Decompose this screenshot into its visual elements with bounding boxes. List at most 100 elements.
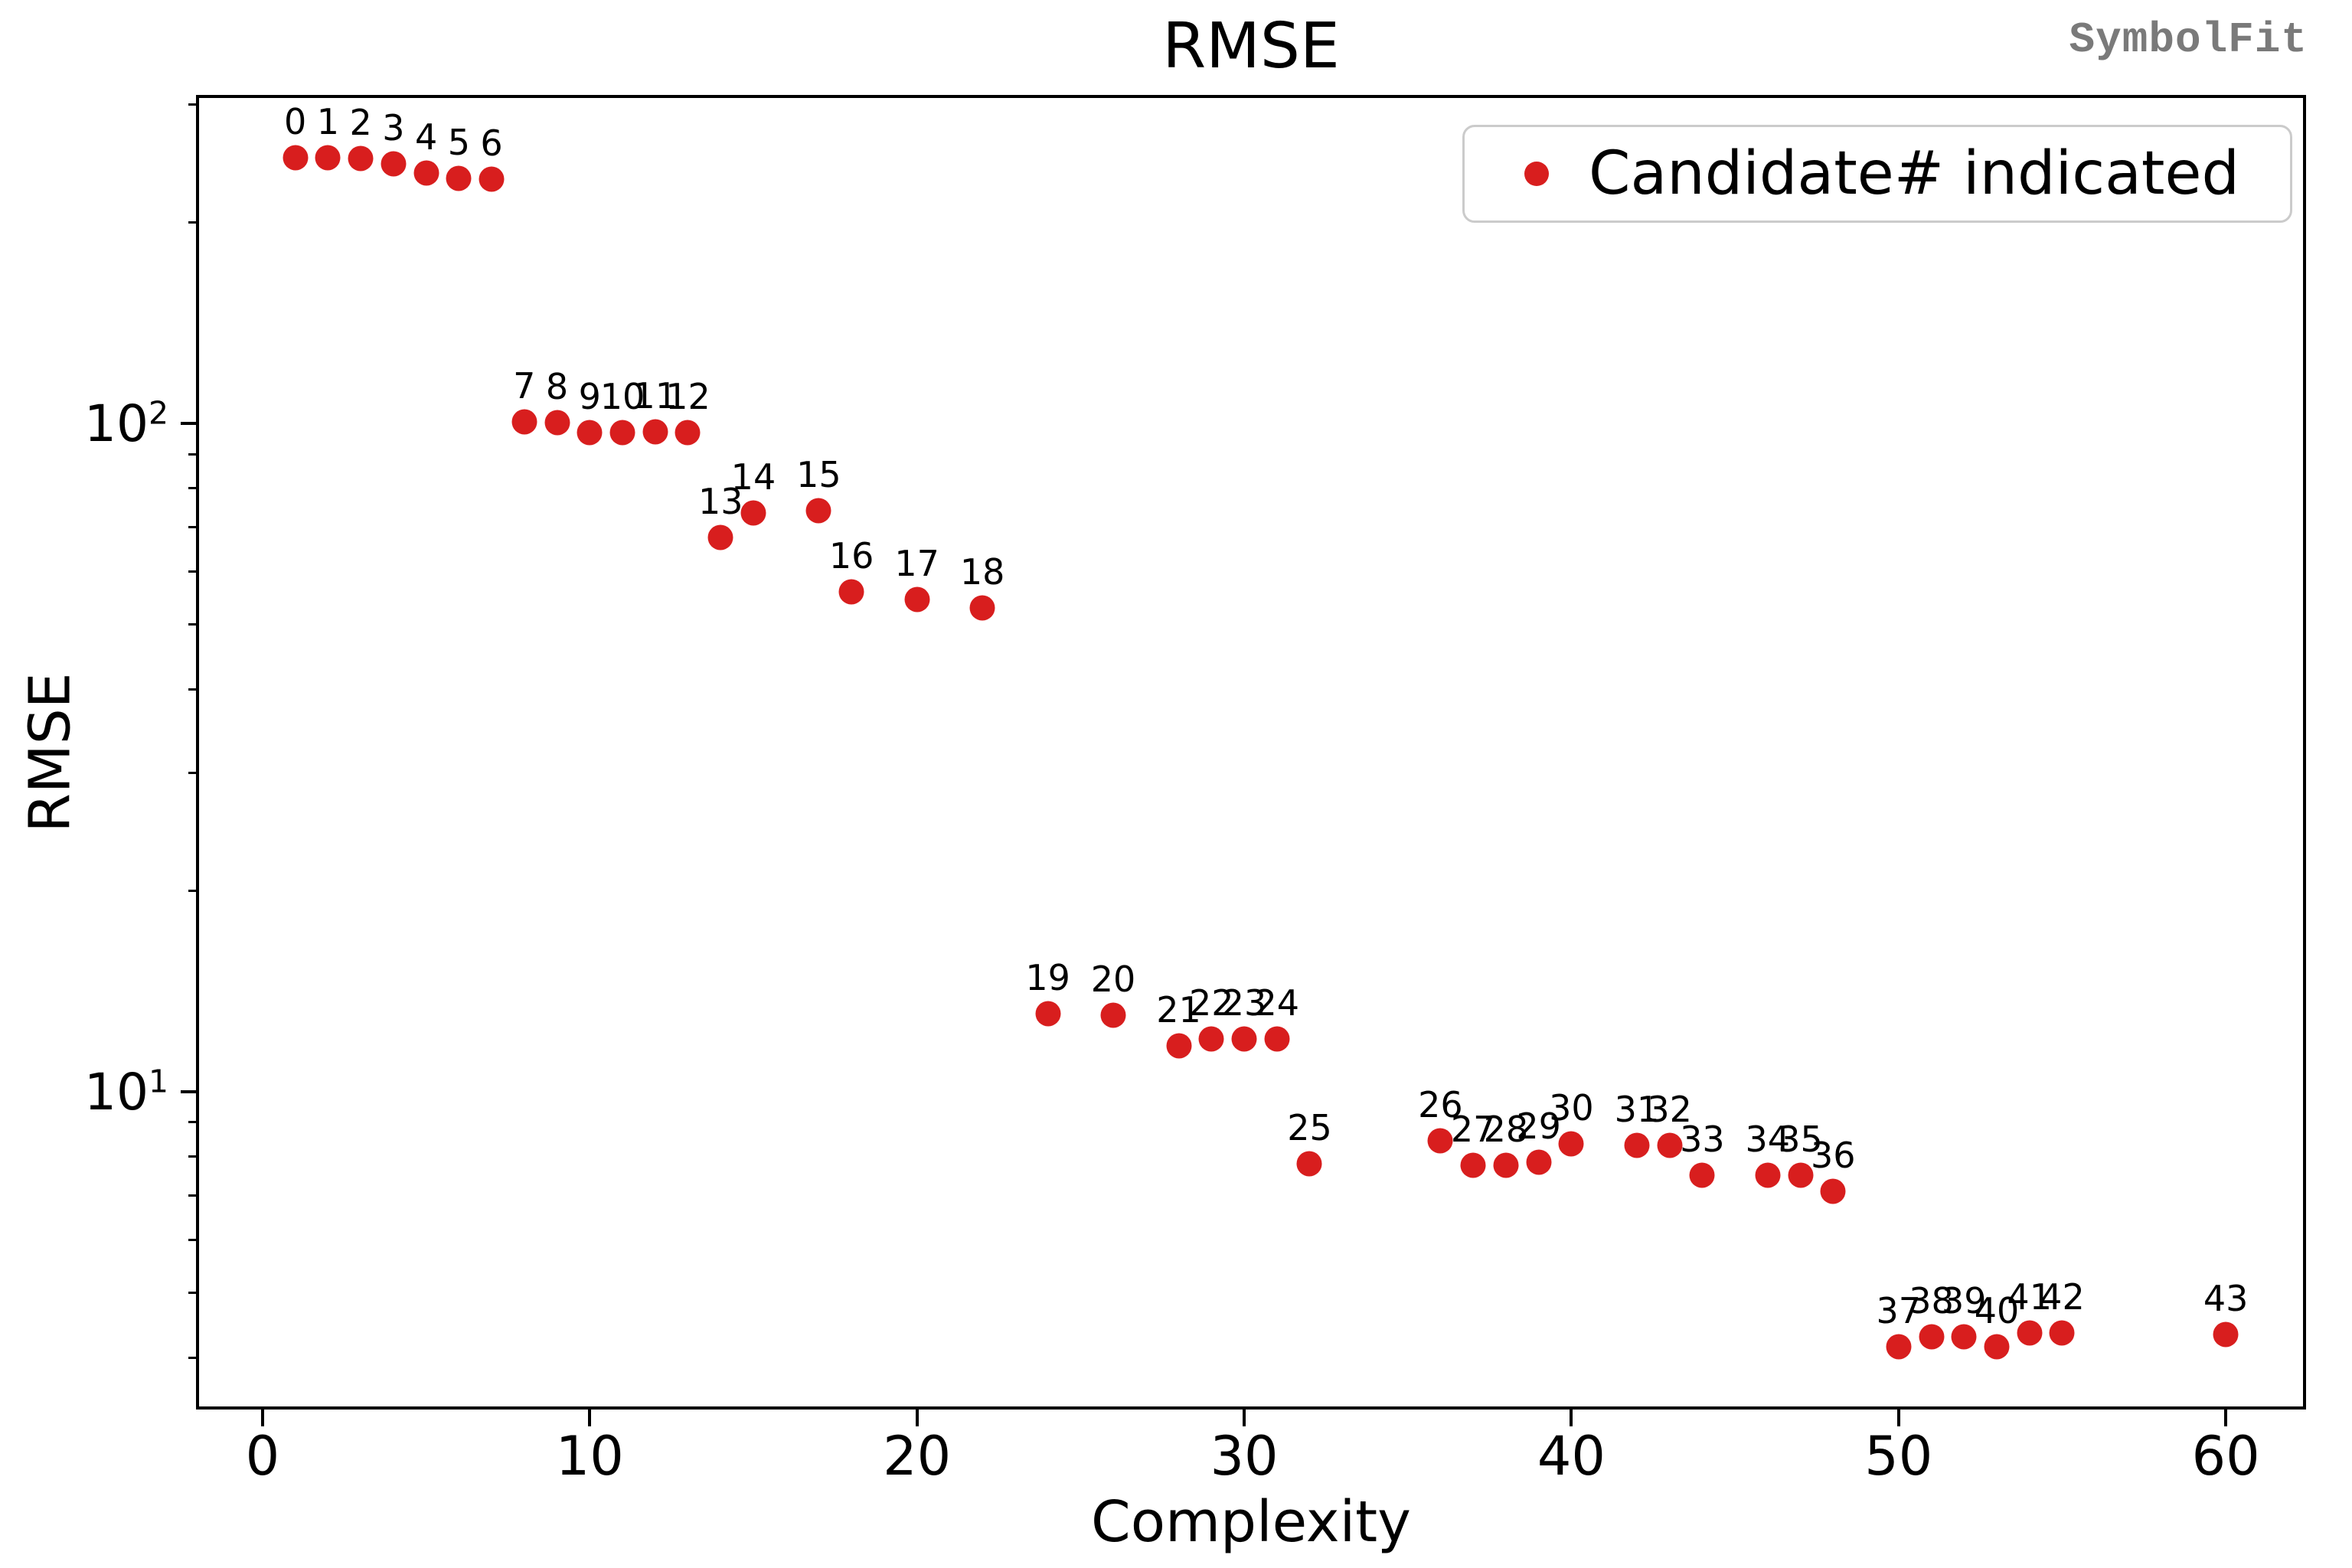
data-point-candidate-25 bbox=[1296, 1151, 1322, 1177]
data-point-candidate-38 bbox=[1919, 1324, 1944, 1350]
data-point-candidate-42 bbox=[2049, 1320, 2075, 1346]
data-point-candidate-3 bbox=[381, 151, 407, 176]
y-axis-label: RMSE bbox=[17, 672, 83, 833]
data-point-candidate-6 bbox=[479, 166, 505, 192]
candidate-number-label: 12 bbox=[665, 375, 710, 417]
y-axis-minor-tick bbox=[188, 1155, 199, 1158]
data-point-candidate-37 bbox=[1886, 1334, 1912, 1360]
y-axis-minor-tick bbox=[188, 1238, 199, 1241]
data-point-candidate-0 bbox=[283, 145, 309, 171]
data-point-candidate-28 bbox=[1493, 1152, 1519, 1178]
candidate-number-label: 14 bbox=[730, 456, 776, 498]
y-axis-minor-tick bbox=[188, 1194, 199, 1197]
data-point-candidate-7 bbox=[511, 409, 537, 435]
x-tick-label: 20 bbox=[883, 1425, 952, 1488]
x-axis-tick bbox=[2224, 1406, 2228, 1426]
data-point-candidate-4 bbox=[413, 160, 439, 186]
y-axis-minor-tick bbox=[188, 771, 199, 774]
y-axis-minor-tick bbox=[188, 889, 199, 892]
candidate-number-label: 5 bbox=[447, 121, 470, 163]
data-point-candidate-16 bbox=[838, 579, 864, 605]
candidate-number-label: 25 bbox=[1287, 1107, 1332, 1149]
data-point-candidate-19 bbox=[1035, 1001, 1061, 1027]
candidate-number-label: 1 bbox=[316, 100, 340, 142]
y-axis-minor-tick bbox=[188, 1292, 199, 1295]
symbolfit-watermark: SymbolFit bbox=[2069, 15, 2308, 64]
candidate-number-label: 39 bbox=[1941, 1279, 1987, 1321]
candidate-number-label: 11 bbox=[632, 374, 678, 416]
candidate-number-label: 35 bbox=[1778, 1118, 1823, 1160]
y-tick-label: 101 bbox=[83, 1062, 168, 1122]
candidate-number-label: 36 bbox=[1811, 1134, 1856, 1176]
data-point-candidate-26 bbox=[1427, 1128, 1453, 1154]
data-point-candidate-17 bbox=[904, 586, 930, 612]
candidate-number-label: 21 bbox=[1156, 989, 1201, 1031]
x-axis-tick bbox=[260, 1406, 264, 1426]
candidate-number-label: 13 bbox=[697, 481, 743, 523]
x-tick-label: 30 bbox=[1210, 1425, 1279, 1488]
x-tick-label: 40 bbox=[1537, 1425, 1606, 1488]
candidate-number-label: 15 bbox=[796, 454, 841, 496]
data-point-candidate-23 bbox=[1231, 1026, 1257, 1052]
data-point-candidate-22 bbox=[1198, 1026, 1224, 1052]
data-point-candidate-9 bbox=[577, 420, 603, 446]
data-point-candidate-8 bbox=[544, 410, 570, 436]
candidate-number-label: 18 bbox=[959, 550, 1005, 593]
candidate-number-label: 34 bbox=[1745, 1118, 1791, 1160]
candidate-number-label: 8 bbox=[545, 366, 569, 407]
candidate-number-label: 3 bbox=[382, 106, 405, 149]
x-axis-tick bbox=[1243, 1406, 1246, 1426]
data-point-candidate-39 bbox=[1951, 1324, 1977, 1350]
candidate-number-label: 38 bbox=[1909, 1279, 1954, 1321]
candidate-number-label: 30 bbox=[1549, 1087, 1594, 1129]
x-axis-tick bbox=[915, 1406, 919, 1426]
data-point-candidate-30 bbox=[1558, 1131, 1584, 1157]
data-point-candidate-33 bbox=[1689, 1162, 1715, 1188]
candidate-number-label: 0 bbox=[284, 100, 307, 142]
candidate-number-label: 32 bbox=[1647, 1089, 1692, 1131]
candidate-number-label: 6 bbox=[480, 122, 503, 165]
x-axis-tick bbox=[1570, 1406, 1573, 1426]
candidate-number-label: 19 bbox=[1025, 956, 1070, 998]
candidate-number-label: 26 bbox=[1418, 1083, 1463, 1125]
candidate-number-label: 4 bbox=[414, 116, 438, 158]
y-axis-minor-tick bbox=[188, 1121, 199, 1124]
data-point-candidate-1 bbox=[315, 145, 341, 171]
y-axis-minor-tick bbox=[188, 452, 199, 456]
y-axis-major-tick bbox=[181, 422, 199, 426]
data-point-candidate-43 bbox=[2213, 1321, 2239, 1348]
legend: Candidate# indicated bbox=[1462, 125, 2292, 223]
data-point-candidate-11 bbox=[642, 419, 668, 444]
x-axis-label: Complexity bbox=[1091, 1489, 1411, 1555]
data-point-candidate-34 bbox=[1755, 1162, 1781, 1188]
y-axis-minor-tick bbox=[188, 220, 199, 224]
data-point-candidate-5 bbox=[446, 165, 472, 191]
data-point-candidate-41 bbox=[2017, 1320, 2043, 1346]
legend-marker-dot bbox=[1524, 162, 1550, 186]
candidate-number-label: 28 bbox=[1483, 1109, 1529, 1151]
chart-title: RMSE bbox=[1162, 10, 1340, 83]
candidate-number-label: 7 bbox=[513, 365, 536, 407]
data-point-candidate-32 bbox=[1657, 1132, 1683, 1158]
candidate-number-label: 17 bbox=[894, 543, 939, 585]
data-point-candidate-35 bbox=[1788, 1162, 1814, 1188]
plot-area: Candidate# indicated 0 10 20 30 40 50 60 102 101… bbox=[84, 95, 2306, 1483]
candidate-number-label: 16 bbox=[828, 534, 874, 577]
candidate-number-label: 41 bbox=[2007, 1276, 2052, 1318]
candidate-number-label: 10 bbox=[599, 375, 645, 417]
candidate-number-label: 20 bbox=[1090, 959, 1136, 1001]
candidate-number-label: 22 bbox=[1189, 982, 1234, 1024]
x-tick-label: 60 bbox=[2191, 1425, 2260, 1488]
y-axis-minor-tick bbox=[188, 487, 199, 490]
y-axis-major-tick bbox=[181, 1089, 199, 1093]
candidate-number-label: 9 bbox=[578, 375, 601, 417]
data-point-candidate-2 bbox=[348, 145, 374, 172]
data-point-candidate-12 bbox=[675, 420, 701, 446]
candidate-number-label: 2 bbox=[349, 102, 372, 144]
x-tick-label: 10 bbox=[555, 1425, 624, 1488]
data-point-candidate-29 bbox=[1526, 1149, 1552, 1175]
candidate-number-label: 37 bbox=[1876, 1290, 1922, 1332]
candidate-number-label: 29 bbox=[1516, 1105, 1561, 1147]
candidate-number-label: 23 bbox=[1221, 982, 1267, 1024]
y-axis-minor-tick bbox=[188, 688, 199, 691]
